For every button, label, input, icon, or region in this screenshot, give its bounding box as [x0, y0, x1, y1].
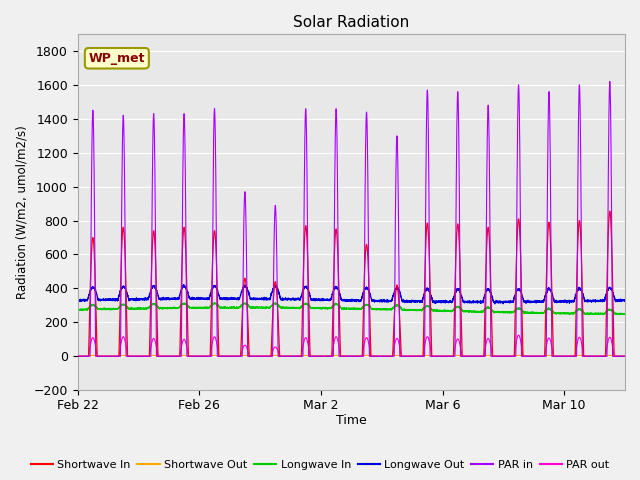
Legend: Shortwave In, Shortwave Out, Longwave In, Longwave Out, PAR in, PAR out: Shortwave In, Shortwave Out, Longwave In… [26, 456, 614, 474]
Text: WP_met: WP_met [88, 52, 145, 65]
X-axis label: Time: Time [336, 414, 367, 427]
Y-axis label: Radiation (W/m2, umol/m2/s): Radiation (W/m2, umol/m2/s) [15, 125, 28, 299]
Title: Solar Radiation: Solar Radiation [293, 15, 410, 30]
